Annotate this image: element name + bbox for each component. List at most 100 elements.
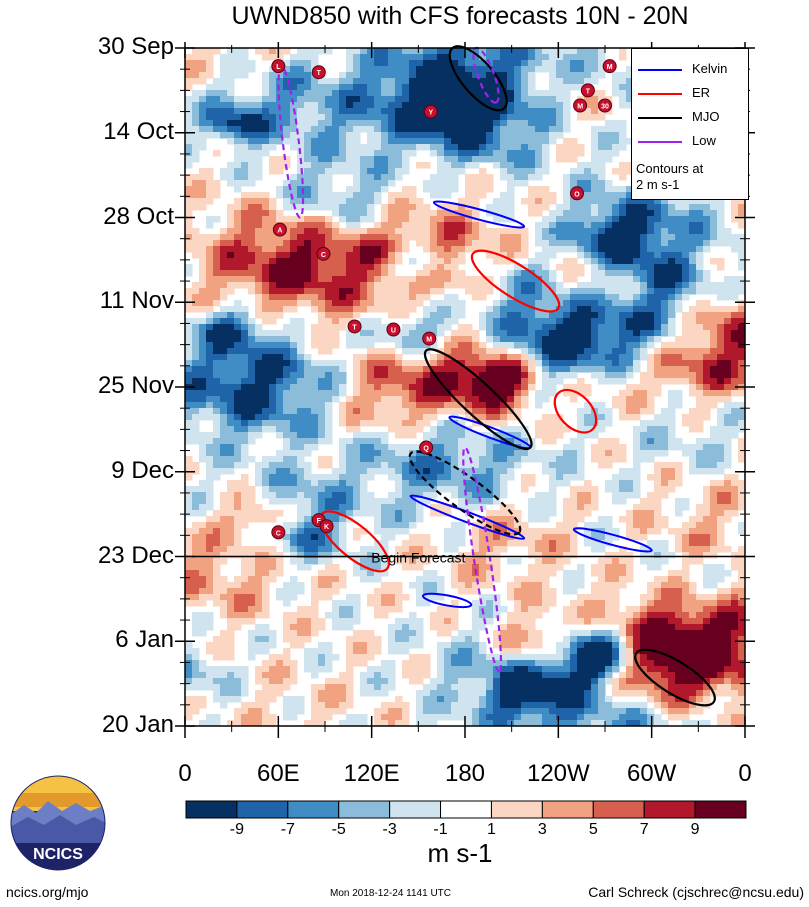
field-cell — [465, 492, 473, 499]
field-cell — [654, 324, 662, 331]
field-cell — [570, 66, 578, 73]
field-cell — [290, 246, 298, 253]
field-cell — [717, 378, 725, 385]
field-cell — [584, 288, 592, 295]
field-cell — [416, 126, 424, 133]
field-cell — [185, 402, 193, 409]
field-cell — [409, 408, 417, 415]
field-cell — [206, 132, 214, 139]
field-cell — [647, 204, 655, 211]
field-cell — [325, 396, 333, 403]
field-cell — [311, 360, 319, 367]
field-cell — [605, 354, 613, 361]
field-cell — [402, 216, 410, 223]
field-cell — [416, 276, 424, 283]
field-cell — [493, 378, 501, 385]
field-cell — [409, 384, 417, 391]
field-cell — [577, 378, 585, 385]
field-cell — [227, 90, 235, 97]
field-cell — [612, 378, 620, 385]
field-cell — [738, 318, 746, 325]
field-cell — [241, 222, 249, 229]
field-cell — [402, 222, 410, 229]
field-cell — [549, 420, 557, 427]
field-cell — [493, 120, 501, 127]
field-cell — [185, 234, 193, 241]
field-cell — [612, 72, 620, 79]
field-cell — [185, 222, 193, 229]
field-cell — [192, 192, 200, 199]
field-cell — [458, 336, 466, 343]
field-cell — [626, 78, 634, 85]
field-cell — [241, 366, 249, 373]
field-cell — [444, 336, 452, 343]
field-cell — [472, 228, 480, 235]
field-cell — [367, 408, 375, 415]
field-cell — [556, 150, 564, 157]
field-cell — [304, 360, 312, 367]
field-cell — [269, 96, 277, 103]
field-cell — [199, 276, 207, 283]
field-cell — [542, 186, 550, 193]
field-cell — [430, 324, 438, 331]
field-cell — [297, 348, 305, 355]
field-cell — [402, 474, 410, 481]
field-cell — [437, 438, 445, 445]
field-cell — [374, 306, 382, 313]
field-cell — [563, 216, 571, 223]
field-cell — [206, 372, 214, 379]
field-cell — [276, 426, 284, 433]
field-cell — [213, 252, 221, 259]
field-cell — [472, 438, 480, 445]
field-cell — [206, 366, 214, 373]
field-cell — [409, 474, 417, 481]
field-cell — [633, 330, 641, 337]
field-cell — [332, 90, 340, 97]
field-cell — [311, 156, 319, 163]
field-cell — [395, 492, 403, 499]
field-cell — [185, 492, 193, 499]
field-cell — [591, 318, 599, 325]
field-cell — [332, 300, 340, 307]
field-cell — [507, 456, 515, 463]
field-cell — [311, 396, 319, 403]
field-cell — [234, 270, 242, 277]
field-cell — [311, 498, 319, 505]
field-cell — [605, 132, 613, 139]
field-cell — [710, 312, 718, 319]
field-cell — [409, 114, 417, 121]
field-cell — [458, 228, 466, 235]
field-cell — [500, 90, 508, 97]
field-cell — [220, 438, 228, 445]
field-cell — [213, 474, 221, 481]
field-cell — [556, 378, 564, 385]
field-cell — [290, 450, 298, 457]
field-cell — [199, 192, 207, 199]
field-cell — [388, 60, 396, 67]
field-cell — [661, 246, 669, 253]
field-cell — [318, 264, 326, 271]
field-cell — [311, 222, 319, 229]
field-cell — [360, 462, 368, 469]
field-cell — [409, 378, 417, 385]
field-cell — [283, 354, 291, 361]
field-cell — [633, 270, 641, 277]
field-cell — [444, 456, 452, 463]
field-cell — [717, 468, 725, 475]
field-cell — [416, 240, 424, 247]
field-cell — [346, 450, 354, 457]
field-cell — [633, 198, 641, 205]
field-cell — [535, 198, 543, 205]
field-cell — [360, 456, 368, 463]
field-cell — [192, 438, 200, 445]
field-cell — [353, 282, 361, 289]
field-cell — [451, 456, 459, 463]
field-cell — [507, 438, 515, 445]
field-cell — [479, 60, 487, 67]
field-cell — [360, 468, 368, 475]
field-cell — [283, 114, 291, 121]
field-cell — [591, 126, 599, 133]
field-cell — [248, 156, 256, 163]
field-cell — [423, 462, 431, 469]
field-cell — [640, 270, 648, 277]
